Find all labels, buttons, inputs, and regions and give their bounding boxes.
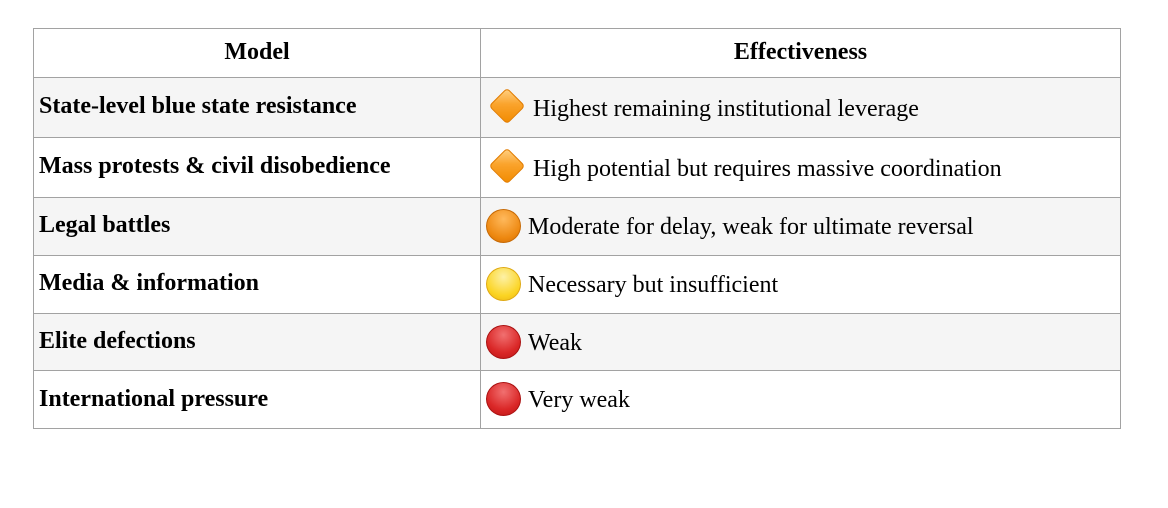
effectiveness-cell: Very weak — [480, 370, 1121, 430]
table-row: Mass protests & civil disobedience High … — [33, 136, 1121, 198]
header-row: Model Effectiveness — [33, 28, 1121, 78]
effectiveness-cell: Moderate for delay, weak for ultimate re… — [480, 196, 1121, 256]
model-cell: Elite defections — [33, 312, 481, 372]
table-body: State-level blue state resistance Highes… — [33, 76, 1121, 430]
yellow-circle-icon — [486, 266, 521, 301]
model-cell: Legal battles — [33, 196, 481, 256]
red-circle-icon — [486, 382, 521, 417]
orange-diamond-icon — [488, 87, 526, 125]
effectiveness-text: Weak — [528, 329, 583, 356]
column-header-effectiveness: Effectiveness — [480, 28, 1121, 78]
column-header-model: Model — [33, 28, 481, 78]
effectiveness-text: Moderate for delay, weak for ultimate re… — [528, 213, 974, 240]
effectiveness-cell: Weak — [480, 312, 1121, 372]
orange-circle-icon — [486, 208, 521, 243]
table-row: Elite defections Weak — [33, 312, 1121, 372]
effectiveness-text: Necessary but insufficient — [528, 271, 779, 298]
orange-diamond-icon — [488, 147, 526, 185]
red-circle-icon — [486, 324, 521, 359]
model-cell: State-level blue state resistance — [33, 76, 481, 138]
effectiveness-text: Very weak — [528, 387, 630, 414]
effectiveness-cell: High potential but requires massive coor… — [480, 136, 1121, 198]
model-cell: Mass protests & civil disobedience — [33, 136, 481, 198]
effectiveness-cell: Highest remaining institutional leverage — [480, 76, 1121, 138]
table-row: Legal battles Moderate for delay, weak f… — [33, 196, 1121, 256]
effectiveness-text: Highest remaining institutional leverage — [533, 95, 919, 122]
effectiveness-text: High potential but requires massive coor… — [533, 155, 1002, 182]
model-cell: International pressure — [33, 370, 481, 430]
effectiveness-cell: Necessary but insufficient — [480, 254, 1121, 314]
table-row: State-level blue state resistance Highes… — [33, 76, 1121, 138]
model-cell: Media & information — [33, 254, 481, 314]
effectiveness-table: Model Effectiveness State-level blue sta… — [33, 28, 1121, 430]
table-row: Media & information Necessary but insuff… — [33, 254, 1121, 314]
table-row: International pressure Very weak — [33, 370, 1121, 430]
